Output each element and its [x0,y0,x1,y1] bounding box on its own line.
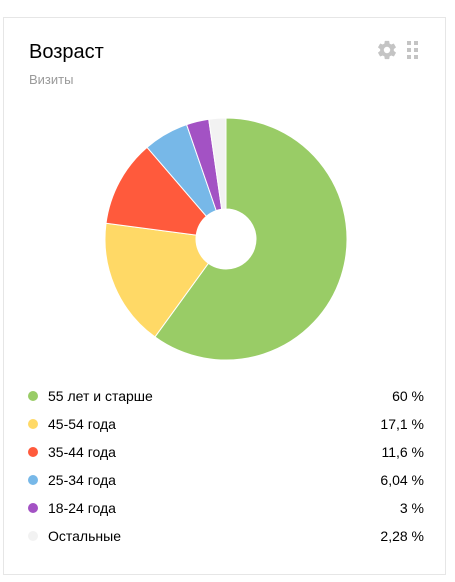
legend-label: Остальные [48,528,121,544]
legend-color-dot [28,475,38,485]
legend-label: 18-24 года [48,500,116,516]
legend-item[interactable]: 25-34 года 6,04 % [28,470,424,498]
legend-value: 11,6 % [381,444,424,460]
grip-icon[interactable] [407,41,419,59]
legend-value: 3 % [399,500,424,516]
legend-color-dot [28,531,38,541]
legend-color-dot [28,419,38,429]
legend-color-dot [28,391,38,401]
legend-value: 6,04 % [380,472,424,488]
legend-color-dot [28,503,38,513]
legend-label: 25-34 года [48,472,116,488]
legend-value: 2,28 % [380,528,424,544]
legend-label: 45-54 года [48,416,116,432]
pie-slice-3[interactable] [105,146,208,236]
legend-item[interactable]: 35-44 года 11,6 % [28,442,424,470]
legend-label: 55 лет и старше [48,388,153,404]
pie-slice-6[interactable] [208,117,227,210]
legend-item[interactable]: Остальные 2,28 % [28,526,424,554]
legend-value: 17,1 % [380,416,424,432]
pie-slice-1[interactable] [154,117,348,361]
legend-color-dot [28,447,38,457]
legend-item[interactable]: 55 лет и старше 60 % [28,386,424,414]
chart-legend: 55 лет и старше 60 % 45-54 года 17,1 % 35-44… [28,386,424,554]
legend-item[interactable]: 18-24 года 3 % [28,498,424,526]
legend-label: 35-44 года [48,444,116,460]
pie-chart [104,117,348,361]
legend-item[interactable]: 45-54 года 17,1 % [28,414,424,442]
gear-icon[interactable] [376,39,398,61]
pie-slice-2[interactable] [104,222,210,338]
widget-title: Возраст [29,41,104,63]
widget-subtitle: Визиты [29,72,74,87]
age-widget: Возраст Визиты 55 лет и старше 60 % 45-54 … [3,17,446,575]
legend-value: 60 % [392,388,424,404]
